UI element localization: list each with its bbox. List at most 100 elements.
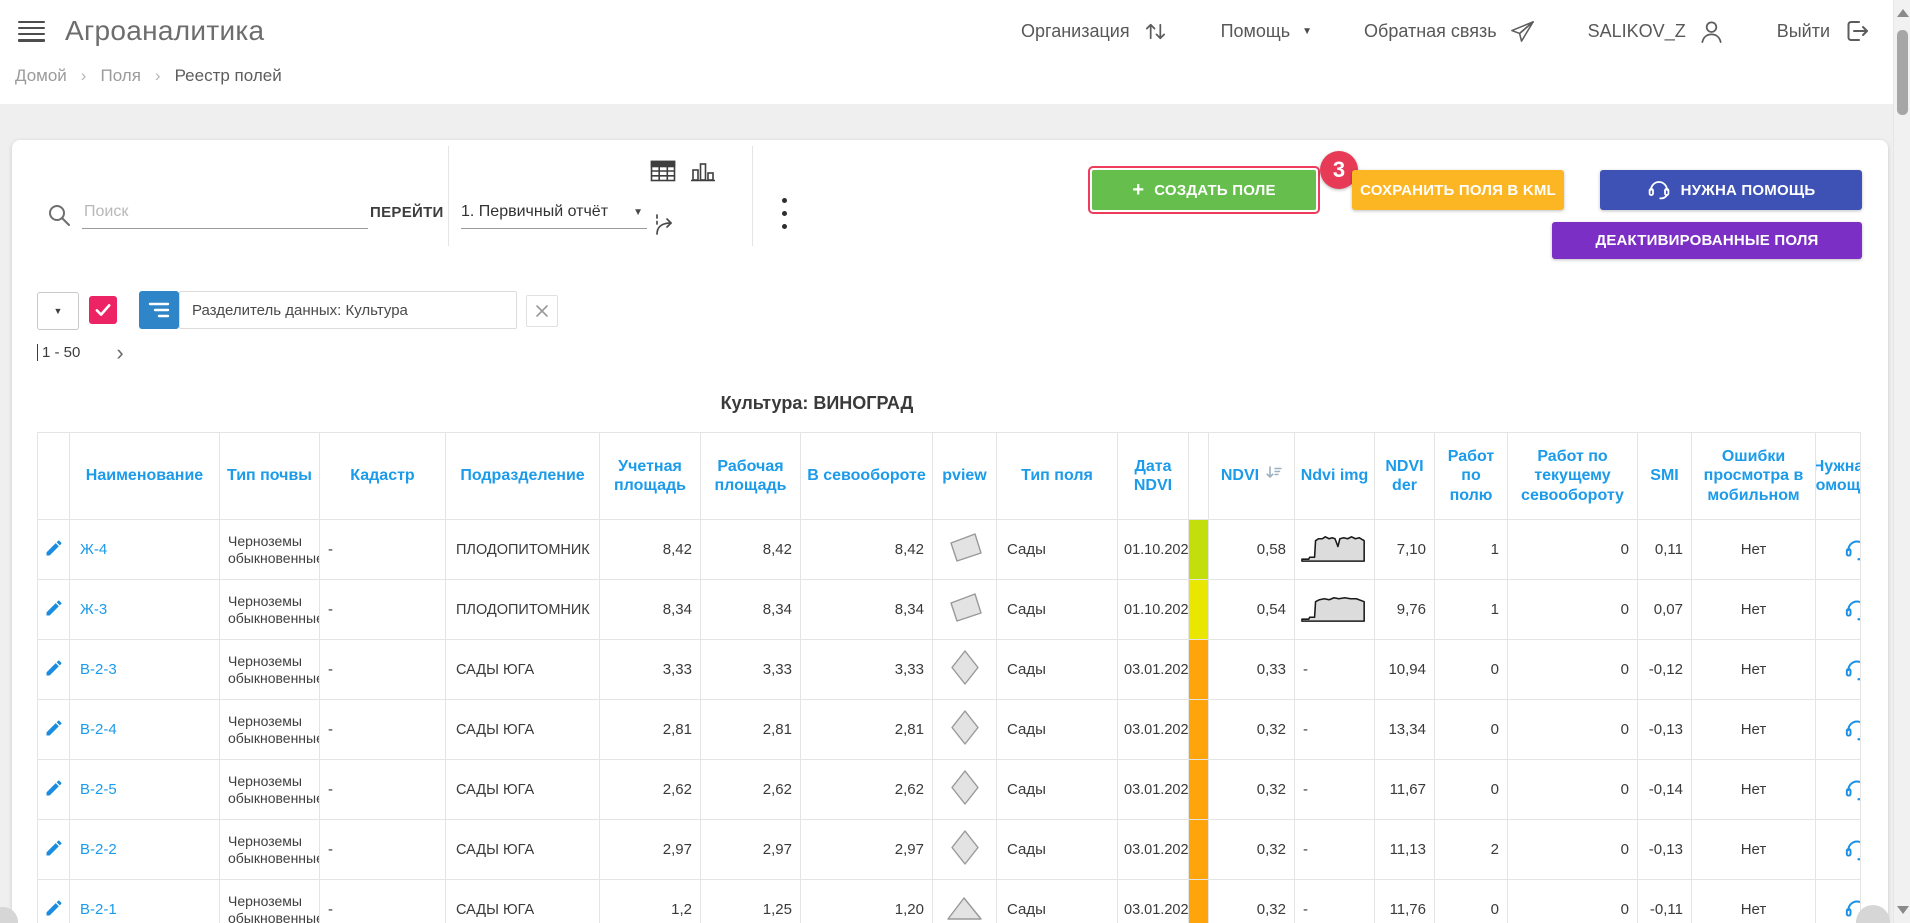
field-name-link[interactable]: Ж-4 [80, 541, 108, 558]
field-name-link[interactable]: Ж-3 [80, 601, 108, 618]
cell-area-working: 3,33 [700, 639, 801, 700]
ndvi-color-bar [1188, 879, 1209, 923]
cell-ndvi-date: 03.01.2025 [1117, 699, 1189, 760]
cell-works-rotation: 0 [1507, 519, 1638, 580]
cell-ndvi-date: 01.10.2024 [1117, 519, 1189, 580]
data-splitter-input[interactable] [179, 291, 517, 329]
edit-icon[interactable] [44, 778, 64, 802]
create-field-button[interactable]: + СОЗДАТЬ ПОЛЕ [1092, 170, 1316, 210]
go-button[interactable]: ПЕРЕЙТИ [364, 203, 450, 222]
cell-area-accounted: 2,97 [599, 819, 701, 880]
swap-arrows-icon [1142, 18, 1169, 45]
toolbar-divider [752, 146, 753, 246]
edit-icon[interactable] [44, 598, 64, 622]
cell-smi: 0,11 [1637, 519, 1692, 580]
clear-filter-button[interactable] [526, 295, 558, 327]
filter-dropdown-button[interactable]: ▼ [37, 292, 79, 330]
headset-icon[interactable] [1844, 835, 1860, 865]
headset-icon [1647, 176, 1671, 204]
field-name-link[interactable]: В-2-5 [80, 781, 117, 798]
cell-need-help [1815, 759, 1861, 820]
goto-report-icon[interactable] [652, 212, 678, 243]
filter-checkbox[interactable] [89, 296, 117, 324]
col-header-ndvi[interactable]: NDVI [1208, 432, 1295, 520]
cell-field-name: В-2-4 [69, 699, 220, 760]
col-header-division[interactable]: Подразделение [445, 432, 600, 520]
cell-ndvi-der: 11,67 [1374, 759, 1435, 820]
col-header-pview[interactable]: pview [932, 432, 997, 520]
ndvi-color-bar [1188, 759, 1209, 820]
scrollbar-thumb[interactable] [1897, 30, 1908, 115]
col-header-soil[interactable]: Тип почвы [219, 432, 320, 520]
col-header-ndvi_img[interactable]: Ndvi img [1294, 432, 1375, 520]
menu-icon[interactable] [18, 20, 45, 42]
need-help-button[interactable]: НУЖНА ПОМОЩЬ [1600, 170, 1862, 210]
edit-icon[interactable] [44, 718, 64, 742]
logout-menu[interactable]: Выйти [1777, 17, 1870, 45]
deactivated-fields-button[interactable]: ДЕАКТИВИРОВАННЫЕ ПОЛЯ [1552, 222, 1862, 259]
table-view-icon[interactable] [650, 160, 676, 187]
help-menu[interactable]: Помощь ▼ [1221, 21, 1312, 42]
col-header-ndvi_der[interactable]: NDVI der [1374, 432, 1435, 520]
save-kml-button[interactable]: СОХРАНИТЬ ПОЛЯ В KML [1352, 170, 1564, 210]
group-title: Культура: ВИНОГРАД [720, 393, 914, 413]
col-header-smi[interactable]: SMI [1637, 432, 1692, 520]
field-name-link[interactable]: В-2-4 [80, 721, 117, 738]
cell-ndvi-img: - [1294, 759, 1375, 820]
col-header-mobile_errors[interactable]: Ошибки просмотра в мобильном [1691, 432, 1816, 520]
col-header-works_field[interactable]: Работ по полю [1434, 432, 1508, 520]
cell-mobile-errors: Нет [1691, 759, 1816, 820]
scroll-down-icon[interactable] [1897, 906, 1909, 914]
headset-icon[interactable] [1844, 655, 1860, 685]
col-header-cadastre[interactable]: Кадастр [319, 432, 446, 520]
field-name-link[interactable]: В-2-3 [80, 661, 117, 678]
edit-icon[interactable] [44, 538, 64, 562]
col-header-area_work[interactable]: Рабочая площадь [700, 432, 801, 520]
search-icon [46, 202, 72, 233]
edit-icon[interactable] [44, 898, 64, 922]
cell-area-working: 1,25 [700, 879, 801, 923]
logout-icon [1842, 17, 1870, 45]
cell-division: ПЛОДОПИТОМНИК [445, 579, 600, 640]
col-header-help[interactable]: Нужна помощь [1815, 432, 1861, 520]
create-field-highlight: + СОЗДАТЬ ПОЛЕ [1088, 166, 1320, 214]
vertical-scrollbar[interactable] [1893, 0, 1910, 923]
person-icon [1698, 18, 1725, 45]
cell-ndvi-date: 03.01.2025 [1117, 879, 1189, 923]
scroll-up-icon[interactable] [1897, 9, 1909, 17]
cell-works-field: 1 [1434, 579, 1508, 640]
field-name-link[interactable]: В-2-1 [80, 901, 117, 918]
col-header-field_type[interactable]: Тип поля [996, 432, 1118, 520]
search-input[interactable] [82, 196, 368, 229]
cell-works-rotation: 0 [1507, 879, 1638, 923]
breadcrumb-home[interactable]: Домой [15, 66, 67, 85]
top-bar: Агроаналитика Организация Помощь ▼ Обрат… [0, 0, 1910, 62]
table-row: В-2-1 Черноземы обыкновенные - САДЫ ЮГА 1,2 1… [37, 879, 1861, 923]
headset-icon[interactable] [1844, 775, 1860, 805]
col-header-area_acc[interactable]: Учетная площадь [599, 432, 701, 520]
edit-icon[interactable] [44, 658, 64, 682]
paper-plane-icon [1509, 18, 1536, 45]
headset-icon[interactable] [1844, 535, 1860, 565]
col-header-works_rotation[interactable]: Работ по текущему севообороту [1507, 432, 1638, 520]
col-header-rotation[interactable]: В севообороте [800, 432, 933, 520]
organization-menu[interactable]: Организация [1021, 18, 1169, 45]
headset-icon[interactable] [1844, 595, 1860, 625]
edit-icon[interactable] [44, 838, 64, 862]
col-header-name[interactable]: Наименование [69, 432, 220, 520]
data-splitter-icon-button[interactable] [139, 291, 179, 329]
feedback-menu[interactable]: Обратная связь [1364, 18, 1536, 45]
user-menu[interactable]: SALIKOV_Z [1588, 18, 1725, 45]
cell-in-rotation: 8,34 [800, 579, 933, 640]
more-options-icon[interactable] [778, 194, 791, 233]
next-page-icon[interactable]: › [116, 339, 124, 365]
cell-field-name: В-2-5 [69, 759, 220, 820]
field-name-link[interactable]: В-2-2 [80, 841, 117, 858]
cell-field-name: Ж-4 [69, 519, 220, 580]
chart-view-icon[interactable] [690, 160, 716, 187]
breadcrumb-fields[interactable]: Поля [100, 66, 141, 85]
col-header-ndvi_date[interactable]: Дата NDVI [1117, 432, 1189, 520]
headset-icon[interactable] [1844, 715, 1860, 745]
report-select[interactable]: 1. Первичный отчёт ▼ [461, 196, 647, 229]
cell-pview [932, 639, 997, 700]
